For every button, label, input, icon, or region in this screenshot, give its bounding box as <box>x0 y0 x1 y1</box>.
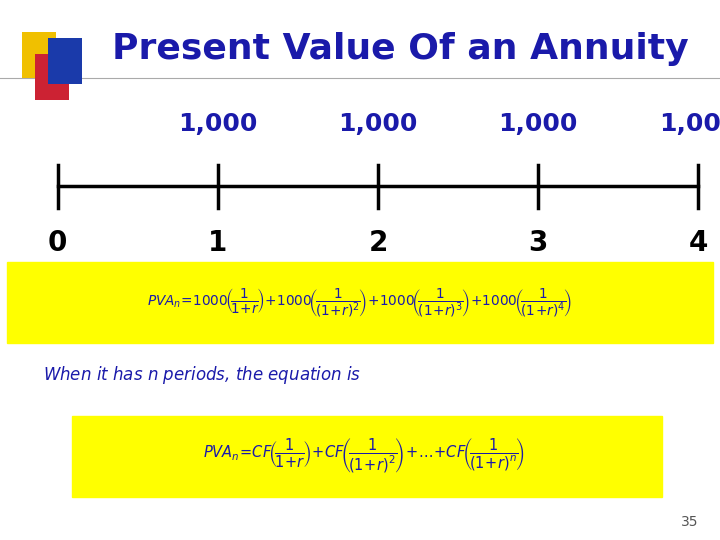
Text: Present Value Of an Annuity: Present Value Of an Annuity <box>112 32 688 65</box>
Text: 0: 0 <box>48 229 67 257</box>
Text: 1,000: 1,000 <box>178 112 258 136</box>
Text: 2: 2 <box>369 229 387 257</box>
FancyBboxPatch shape <box>7 262 713 343</box>
Text: 35: 35 <box>681 515 698 529</box>
FancyBboxPatch shape <box>72 416 662 497</box>
Text: $\mathit{PVA}_n\!=\!CF\!\left(\!\dfrac{1}{1\!+\!r}\!\right)\!+\!CF\!\left(\!\dfr: $\mathit{PVA}_n\!=\!CF\!\left(\!\dfrac{1… <box>202 437 525 475</box>
Text: 4: 4 <box>689 229 708 257</box>
Text: When it has $\mathit{n}$ periods, the equation is: When it has $\mathit{n}$ periods, the eq… <box>43 364 361 386</box>
Text: 1: 1 <box>208 229 228 257</box>
Text: 1,000: 1,000 <box>338 112 418 136</box>
Text: 1,000: 1,000 <box>498 112 578 136</box>
Text: 3: 3 <box>528 229 548 257</box>
Text: 1,000: 1,000 <box>659 112 720 136</box>
Text: $\mathit{PVA}_n\!=\!1000\!\left(\!\dfrac{1}{1\!+\!r}\!\right)\!+\!1000\!\left(\!: $\mathit{PVA}_n\!=\!1000\!\left(\!\dfrac… <box>148 286 572 319</box>
